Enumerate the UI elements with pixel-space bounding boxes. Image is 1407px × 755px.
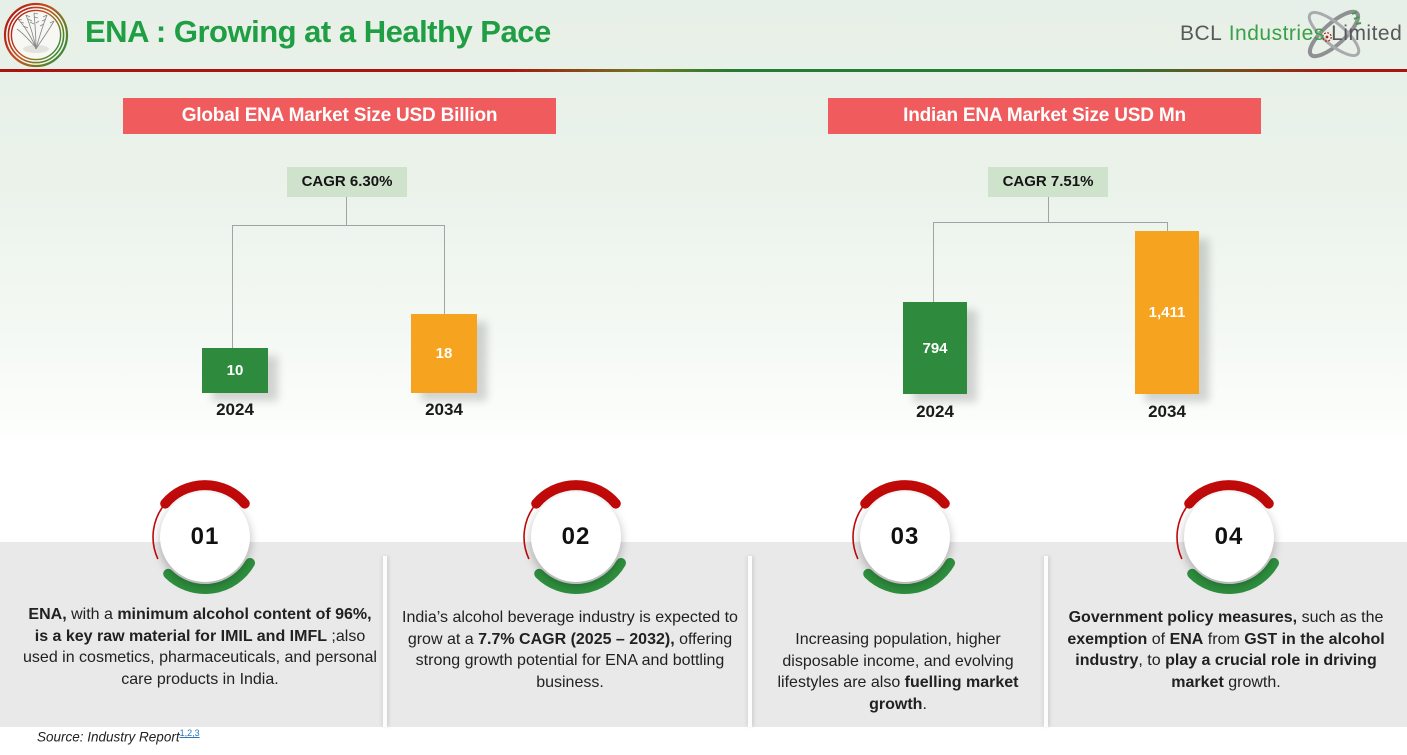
brand-part-bcl: BCL (1180, 22, 1223, 45)
red-arc (160, 480, 250, 509)
global-axis-label-2034: 2034 (425, 400, 463, 419)
green-arc (1187, 558, 1279, 595)
badge-circle: 01 (160, 492, 250, 582)
connector-line (232, 225, 233, 348)
badge-arcs (852, 480, 955, 595)
indian-chart-title-banner: Indian ENA Market Size USD Mn (828, 98, 1261, 134)
global-cagr-label: CAGR 6.30% (287, 167, 407, 197)
badge-circle: 02 (531, 492, 621, 582)
badge-number: 03 (890, 523, 920, 550)
source-reference-links[interactable]: 1,2,3 (179, 728, 200, 738)
badge-number: 02 (561, 523, 591, 550)
global-bar-2024: 10 (202, 348, 268, 393)
connector-line (933, 222, 1167, 223)
badge-arcs (1176, 480, 1279, 595)
highlight-text-04: Government policy measures, such as the … (1067, 609, 1385, 691)
green-arc (534, 558, 626, 595)
indian-bar-2034: 1,411 (1135, 231, 1199, 394)
highlight-text-03: Increasing population, higher disposable… (777, 631, 1019, 713)
red-arc-tail (1176, 503, 1190, 560)
badge-number: 04 (1214, 523, 1244, 550)
badge-circle: 03 (860, 492, 950, 582)
global-bar-2034-value: 18 (435, 345, 453, 362)
highlight-text-01: ENA, with a minimum alcohol content of 9… (23, 606, 377, 688)
indian-axis-label-2034: 2034 (1148, 402, 1186, 421)
column-divider (1044, 556, 1048, 727)
red-arc-tail (152, 503, 166, 560)
global-chart-title-banner: Global ENA Market Size USD Billion (123, 98, 556, 134)
badge-circle: 04 (1184, 492, 1274, 582)
page-title: ENA : Growing at a Healthy Pace (85, 14, 551, 49)
green-arc (163, 558, 255, 595)
red-arc (531, 480, 621, 509)
brand-logo: BCL Industries Limited (1180, 0, 1405, 70)
brand-text: BCL Industries Limited (1180, 22, 1405, 46)
red-arc-tail (852, 503, 866, 560)
connector-line (933, 222, 934, 302)
red-arc (1184, 480, 1274, 509)
green-arc (863, 558, 955, 595)
brand-part-limited: Limited (1331, 22, 1403, 45)
global-bar-2034: 18 (411, 314, 477, 393)
badge-02: 02 (516, 477, 636, 597)
badge-03: 03 (845, 477, 965, 597)
global-axis-label-2024: 2024 (216, 400, 254, 419)
wheat-emblem-logo (3, 2, 69, 68)
badge-number: 01 (190, 523, 220, 550)
atom-icon (1307, 9, 1362, 59)
badge-arcs (523, 480, 626, 595)
badge-arcs (152, 480, 255, 595)
badge-01: 01 (145, 477, 265, 597)
red-arc-tail (523, 503, 537, 560)
indian-bar-2024-value: 794 (922, 339, 948, 357)
indian-bar-2034-value: 1,411 (1148, 304, 1186, 321)
brand-part-industries: Industries (1228, 22, 1325, 45)
indian-cagr-label: CAGR 7.51% (988, 167, 1108, 197)
connector-line (1048, 197, 1049, 222)
connector-line (444, 225, 445, 314)
indian-axis-label-2024: 2024 (916, 402, 954, 421)
column-divider (383, 556, 387, 727)
red-arc (860, 480, 950, 509)
source-note: Source: Industry Report1,2,3 (37, 728, 200, 745)
connector-line (346, 197, 347, 225)
connector-line (1167, 222, 1168, 231)
source-label: Source: Industry Report (37, 729, 180, 745)
indian-bar-2024: 794 (903, 302, 967, 394)
global-bar-2024-value: 10 (226, 362, 244, 379)
column-divider (748, 556, 752, 727)
highlights-band (0, 542, 1407, 727)
badge-04: 04 (1169, 477, 1289, 597)
connector-line (232, 225, 445, 226)
highlight-text-02: India’s alcohol beverage industry is exp… (402, 609, 738, 691)
header-divider-line (0, 69, 1407, 72)
